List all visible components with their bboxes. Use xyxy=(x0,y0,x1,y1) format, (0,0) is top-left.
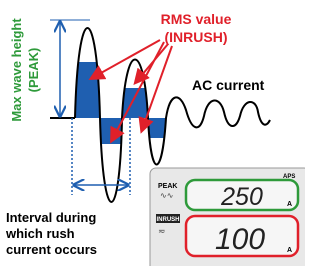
interval-label: current occurs xyxy=(6,242,97,257)
diagram: Max wave height (PEAK) RMS value (INRUSH… xyxy=(0,0,305,266)
inrush-reading: 100 xyxy=(215,223,265,256)
peak-label: Max wave height xyxy=(9,18,24,122)
peak-unit: A xyxy=(287,201,292,208)
interval-label: which rush xyxy=(5,226,75,241)
rms-label: RMS value xyxy=(161,11,232,27)
peak-icon: ∿∿ xyxy=(160,191,173,200)
inrush-tag: INRUSH xyxy=(156,217,179,223)
ac-label: AC current xyxy=(192,77,265,93)
peak-sub-label: (PEAK) xyxy=(26,48,41,93)
peak-reading: 250 xyxy=(220,183,263,211)
dc-icon: ≂ xyxy=(158,226,166,236)
peak-tag: PEAK xyxy=(158,183,177,190)
inrush-unit: A xyxy=(287,247,292,254)
rms-sub-label: (INRUSH) xyxy=(165,29,228,45)
lcd-display: APS PEAK ∿∿ INRUSH ≂ 250 A 100 A xyxy=(150,168,305,266)
interval-label: Interval during xyxy=(6,210,96,225)
